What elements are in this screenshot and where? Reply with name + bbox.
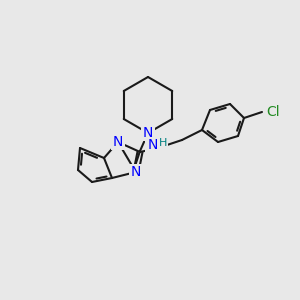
Text: H: H — [159, 138, 167, 148]
Text: N: N — [131, 165, 141, 179]
Text: N: N — [148, 138, 158, 152]
Text: Cl: Cl — [266, 105, 280, 119]
Text: NH: NH — [147, 139, 165, 152]
Text: N: N — [143, 126, 153, 140]
Text: N: N — [113, 135, 123, 149]
